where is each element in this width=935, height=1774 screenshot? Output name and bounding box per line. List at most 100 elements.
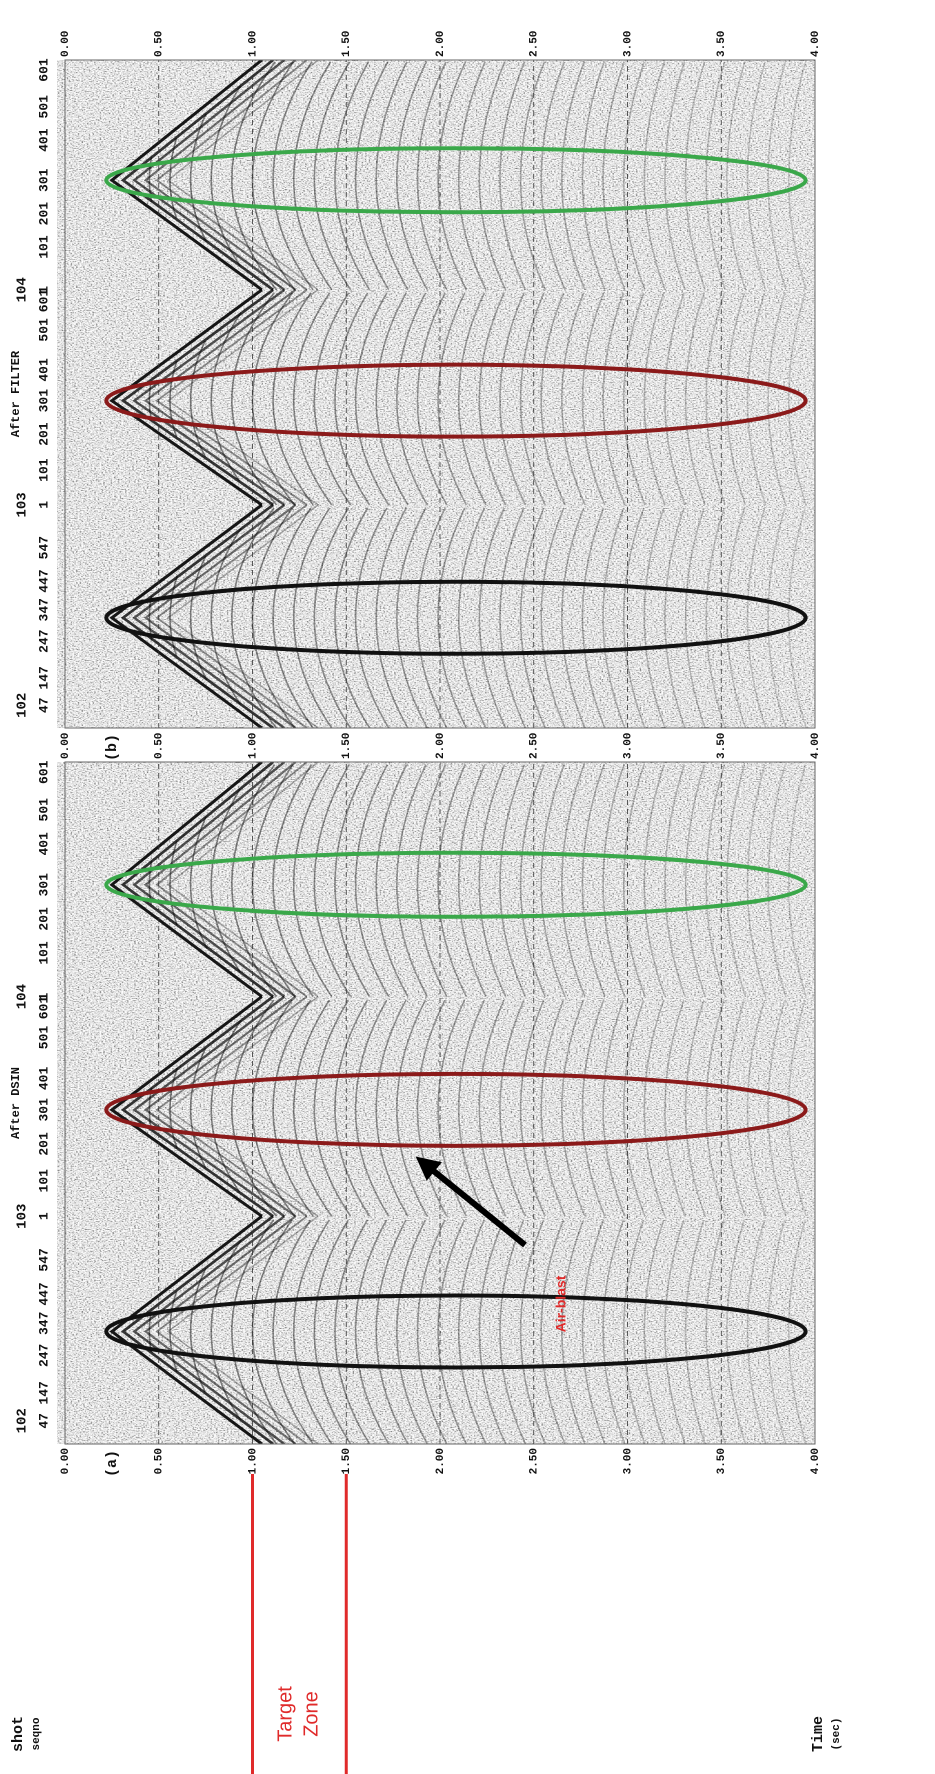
shot-label: 1 (36, 286, 51, 294)
reflection (231, 764, 278, 998)
time-tick-label: 0.00 (60, 733, 72, 759)
reflection (705, 1219, 727, 1444)
first-break (120, 995, 274, 1218)
reflection (499, 999, 527, 1217)
reflection (726, 292, 747, 506)
reflection (210, 788, 242, 974)
reflection (334, 764, 371, 998)
shot-label: 201 (36, 422, 51, 446)
shot-label: 501 (36, 1026, 51, 1050)
reflection (396, 1219, 429, 1444)
highlight-ellipse (104, 579, 808, 656)
reflection (561, 999, 586, 1217)
reflection (561, 1219, 586, 1444)
reflection (499, 507, 527, 728)
reflection (189, 113, 208, 243)
reflection (313, 292, 352, 506)
reflection (272, 507, 314, 728)
shot-label: 601 (36, 996, 51, 1020)
reflection (272, 61, 314, 291)
reflection (313, 1219, 352, 1444)
reflection (210, 1239, 242, 1421)
first-break (120, 1215, 274, 1444)
shot-label: 101 (36, 941, 51, 965)
gather-label: 104 (15, 984, 31, 1009)
reflection (746, 507, 767, 728)
reflection (478, 292, 507, 506)
shot-label: 147 (36, 666, 51, 689)
shot-label: 101 (36, 235, 51, 259)
shot-label: 247 (36, 1344, 51, 1367)
reflection (292, 1219, 333, 1444)
time-tick-label: 4.00 (810, 733, 822, 759)
reflection (148, 380, 153, 422)
gather-label: 102 (15, 693, 31, 718)
reflection (292, 999, 333, 1217)
reflection (210, 527, 242, 705)
reflection (478, 764, 507, 997)
shot-label: 547 (36, 1248, 51, 1271)
gather-label: 104 (15, 277, 31, 302)
reflection (292, 61, 333, 291)
time-tick-label: 2.00 (435, 31, 447, 57)
reflection (148, 1311, 153, 1353)
reflection (746, 999, 767, 1217)
reflection (148, 595, 153, 641)
reflection (561, 61, 586, 291)
time-tick-label: 1.00 (247, 733, 259, 759)
reflection (272, 764, 314, 998)
reflection (437, 507, 468, 728)
reflection (437, 292, 468, 506)
reflection (540, 764, 566, 997)
shot-axis-label: seqno (31, 1717, 43, 1750)
reflection (272, 292, 314, 506)
reflection (622, 764, 646, 997)
panel-title: After FILTER (9, 350, 23, 437)
first-break (155, 1215, 308, 1444)
reflection (664, 1219, 686, 1444)
reflection (478, 61, 507, 291)
time-tick-label: 2.50 (529, 733, 541, 759)
reflection (664, 292, 686, 506)
first-break (109, 503, 263, 728)
reflection (684, 999, 706, 1217)
highlight-ellipse (104, 146, 808, 215)
first-break (143, 762, 297, 998)
reflection (602, 1219, 626, 1444)
reflection (272, 1219, 314, 1444)
reflection (767, 764, 787, 997)
reflection (231, 1219, 278, 1444)
reflection (189, 340, 207, 458)
first-break (120, 762, 274, 998)
reflection (457, 1219, 487, 1444)
reflection (396, 61, 429, 291)
highlight-ellipse (104, 1071, 808, 1148)
reflection (746, 61, 767, 291)
reflection (540, 507, 566, 728)
time-tick-label: 3.50 (716, 31, 728, 57)
reflection (622, 61, 646, 291)
shot-label: 201 (36, 907, 51, 931)
reflection (416, 764, 448, 997)
shot-label: 1 (36, 501, 51, 509)
time-tick-label: 1.00 (247, 31, 259, 57)
first-break (143, 504, 297, 728)
time-tick-label: 2.50 (529, 31, 541, 57)
reflection (457, 507, 487, 728)
first-break (166, 60, 319, 291)
first-break (132, 503, 286, 728)
reflection (602, 292, 626, 506)
reflection (643, 999, 666, 1217)
gather-label: 102 (15, 1408, 31, 1433)
first-break (132, 288, 286, 506)
reflection (602, 999, 626, 1217)
annotation: Air-blast (553, 1275, 569, 1332)
gather-label: 103 (15, 492, 31, 517)
first-break (109, 762, 263, 998)
reflection (189, 816, 208, 949)
time-tick-label: 0.50 (154, 1448, 166, 1474)
time-axis-label: (sec) (831, 1717, 843, 1750)
first-break (155, 995, 308, 1217)
shot-label: 601 (36, 289, 51, 313)
reflection (622, 999, 646, 1217)
